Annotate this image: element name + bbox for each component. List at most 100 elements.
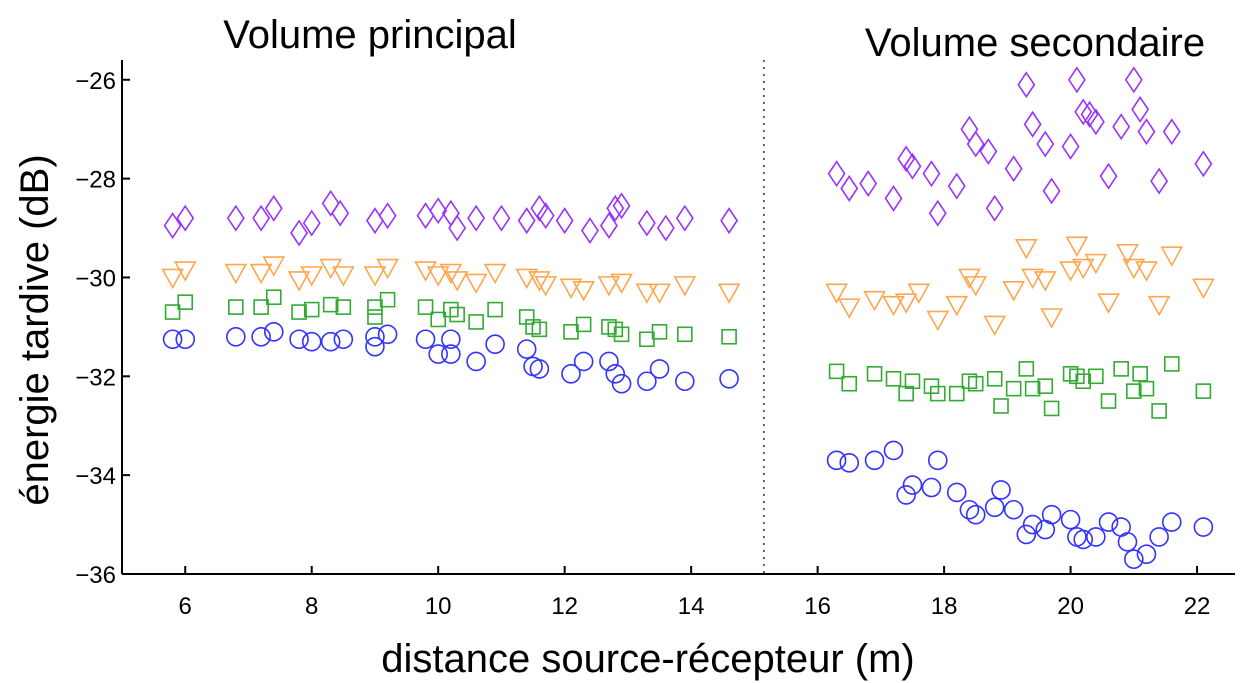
square-point	[1018, 361, 1035, 377]
triangle-point	[635, 283, 659, 304]
diamond-point	[1004, 155, 1023, 183]
circle-point	[946, 482, 967, 503]
x-tick-label: 10	[425, 593, 452, 620]
square-point	[677, 326, 693, 343]
circle-point	[1060, 509, 1081, 530]
triangle-point	[572, 281, 596, 302]
triangle-point	[1065, 236, 1089, 257]
region-label-secondary: Volume secondaire	[865, 21, 1205, 65]
circle-point	[1124, 549, 1144, 569]
circle-point	[561, 364, 581, 384]
square-point	[904, 373, 921, 390]
triangle-point	[559, 278, 583, 299]
circle-point	[991, 480, 1011, 500]
diamond-point	[859, 170, 878, 197]
circle-point	[320, 331, 341, 352]
triangle-point	[173, 261, 197, 282]
triangle-point	[1014, 239, 1038, 260]
diamond-point	[675, 204, 694, 232]
square-point	[291, 304, 307, 320]
diamond-point	[1137, 118, 1156, 146]
diamond-point	[612, 192, 631, 220]
triangle-point	[534, 276, 558, 297]
square-point	[1195, 383, 1212, 399]
circle-point	[611, 373, 632, 394]
square-point	[228, 299, 244, 315]
diamond-point	[928, 199, 947, 227]
square-point	[487, 301, 503, 318]
y-tick-label: −28	[75, 167, 116, 194]
x-tick-label: 16	[804, 593, 831, 620]
circle-point	[1041, 504, 1062, 525]
circle-point	[428, 344, 448, 364]
diamond-point	[960, 115, 979, 143]
triangle-point	[983, 315, 1007, 337]
circle-point	[415, 329, 436, 350]
triangle-point	[958, 268, 981, 290]
triangle-point	[224, 263, 248, 285]
diamond-point	[1112, 113, 1131, 141]
circle-point	[675, 371, 695, 392]
triangle-point	[262, 256, 286, 277]
circle-point	[637, 371, 657, 392]
triangle-point	[926, 310, 950, 332]
triangle-point	[1135, 261, 1158, 282]
y-axis-label: énergie tardive (dB)	[13, 154, 57, 505]
x-tick-label: 6	[179, 593, 192, 620]
triangle-point	[1116, 243, 1139, 265]
triangle-point	[515, 268, 539, 290]
diamond-point	[226, 204, 245, 232]
circle-point	[605, 364, 626, 384]
triangle-point	[894, 293, 918, 314]
circle-point	[921, 477, 942, 498]
square-point	[828, 363, 845, 380]
triangle-point	[363, 266, 387, 287]
diamond-point	[720, 207, 739, 235]
circle-point	[1022, 514, 1043, 535]
square-point	[721, 328, 737, 345]
circle-point	[649, 359, 670, 379]
triangle-point	[1192, 278, 1215, 299]
square-point	[531, 321, 548, 338]
triangle-point	[414, 261, 437, 282]
diamond-point	[1042, 177, 1061, 205]
circle-point	[162, 329, 183, 350]
circle-point	[1161, 512, 1182, 532]
square-point	[1043, 400, 1060, 417]
x-tick-label: 8	[305, 593, 318, 620]
circle-point	[959, 499, 980, 520]
square-point	[1088, 368, 1104, 385]
x-tick-label: 14	[678, 593, 705, 620]
square-point	[253, 299, 269, 315]
circle-point	[1193, 517, 1214, 537]
circle-point	[365, 336, 385, 357]
square-point	[1100, 393, 1117, 409]
triangle-point	[945, 295, 969, 317]
x-tick-label: 12	[551, 593, 578, 620]
circle-point	[333, 329, 354, 350]
circle-point	[902, 475, 923, 495]
circle-point	[719, 368, 739, 389]
triangle-point	[483, 263, 507, 285]
circle-point	[365, 326, 385, 347]
triangle-point	[1059, 261, 1082, 282]
y-ticks: −26 −28 −30 −32 −34 −36	[75, 68, 130, 589]
diamond-point	[163, 212, 182, 240]
diamond-point	[1124, 66, 1143, 94]
diamond-point	[884, 184, 903, 212]
diamond-point	[378, 202, 397, 230]
diamond-point	[1086, 108, 1105, 136]
diamond-point	[302, 209, 321, 237]
circle-point	[466, 351, 486, 372]
triangle-point	[319, 258, 343, 280]
x-ticks: 6 8 10 12 14 16 18 20 22	[179, 566, 1210, 620]
diamond-point	[922, 160, 941, 188]
triangle-point	[673, 276, 697, 297]
square-point	[651, 324, 668, 340]
triangle-point	[964, 276, 988, 297]
circle-point	[529, 359, 550, 379]
data-points	[161, 66, 1215, 569]
triangle-point	[837, 298, 861, 319]
diamond-point	[840, 175, 859, 202]
diamond-point	[1036, 130, 1055, 158]
